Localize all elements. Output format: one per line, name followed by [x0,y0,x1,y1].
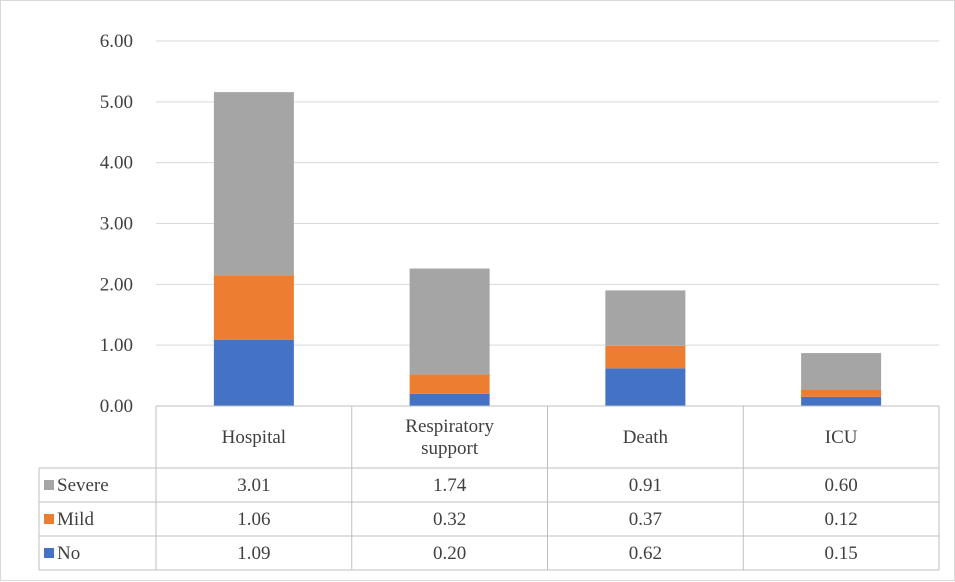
bar-segment-mild [409,374,490,394]
bar-segment-mild [801,389,882,397]
table-cell-value: 0.62 [629,543,662,564]
bar-segment-severe [213,92,294,276]
bar-segment-severe [801,353,882,390]
bar-segment-severe [605,290,686,346]
bar-segment-mild [605,345,686,369]
bar-segment-severe [409,268,490,375]
y-tick-label: 1.00 [100,335,133,356]
legend-swatch-severe [44,480,54,490]
category-label: ICU [825,427,858,448]
table-cell-value: 1.09 [237,543,270,564]
y-tick-label: 5.00 [100,92,133,113]
table-cell-value: 3.01 [237,475,270,496]
table-cell-value: 0.37 [629,509,662,530]
y-tick-label: 3.00 [100,214,133,235]
legend-label: No [57,543,80,564]
category-label: Death [623,427,669,448]
legend-swatch-no [44,548,54,558]
table-cell-value: 1.06 [237,509,270,530]
y-tick-label: 6.00 [100,31,133,52]
bar-segment-no [605,368,686,406]
legend-label: Mild [57,509,94,530]
bar-segment-no [801,396,882,406]
table-cell-value: 0.60 [825,475,858,496]
category-label: support [421,438,479,459]
table-cell-value: 0.12 [825,509,858,530]
bar-segment-mild [213,275,294,340]
table-cell-value: 0.32 [433,509,466,530]
y-tick-label: 2.00 [100,274,133,295]
category-label: Respiratory [405,416,494,437]
bar-segment-no [409,393,490,406]
legend-label: Severe [57,475,109,496]
category-label: Hospital [222,427,286,448]
table-cell-value: 0.20 [433,543,466,564]
legend-swatch-mild [44,514,54,524]
table-cell-value: 1.74 [433,475,467,496]
table-cell-value: 0.15 [825,543,858,564]
y-tick-label: 4.00 [100,153,133,174]
y-tick-label: 0.00 [100,396,133,417]
table-cell-value: 0.91 [629,475,662,496]
bar-segment-no [213,339,294,406]
